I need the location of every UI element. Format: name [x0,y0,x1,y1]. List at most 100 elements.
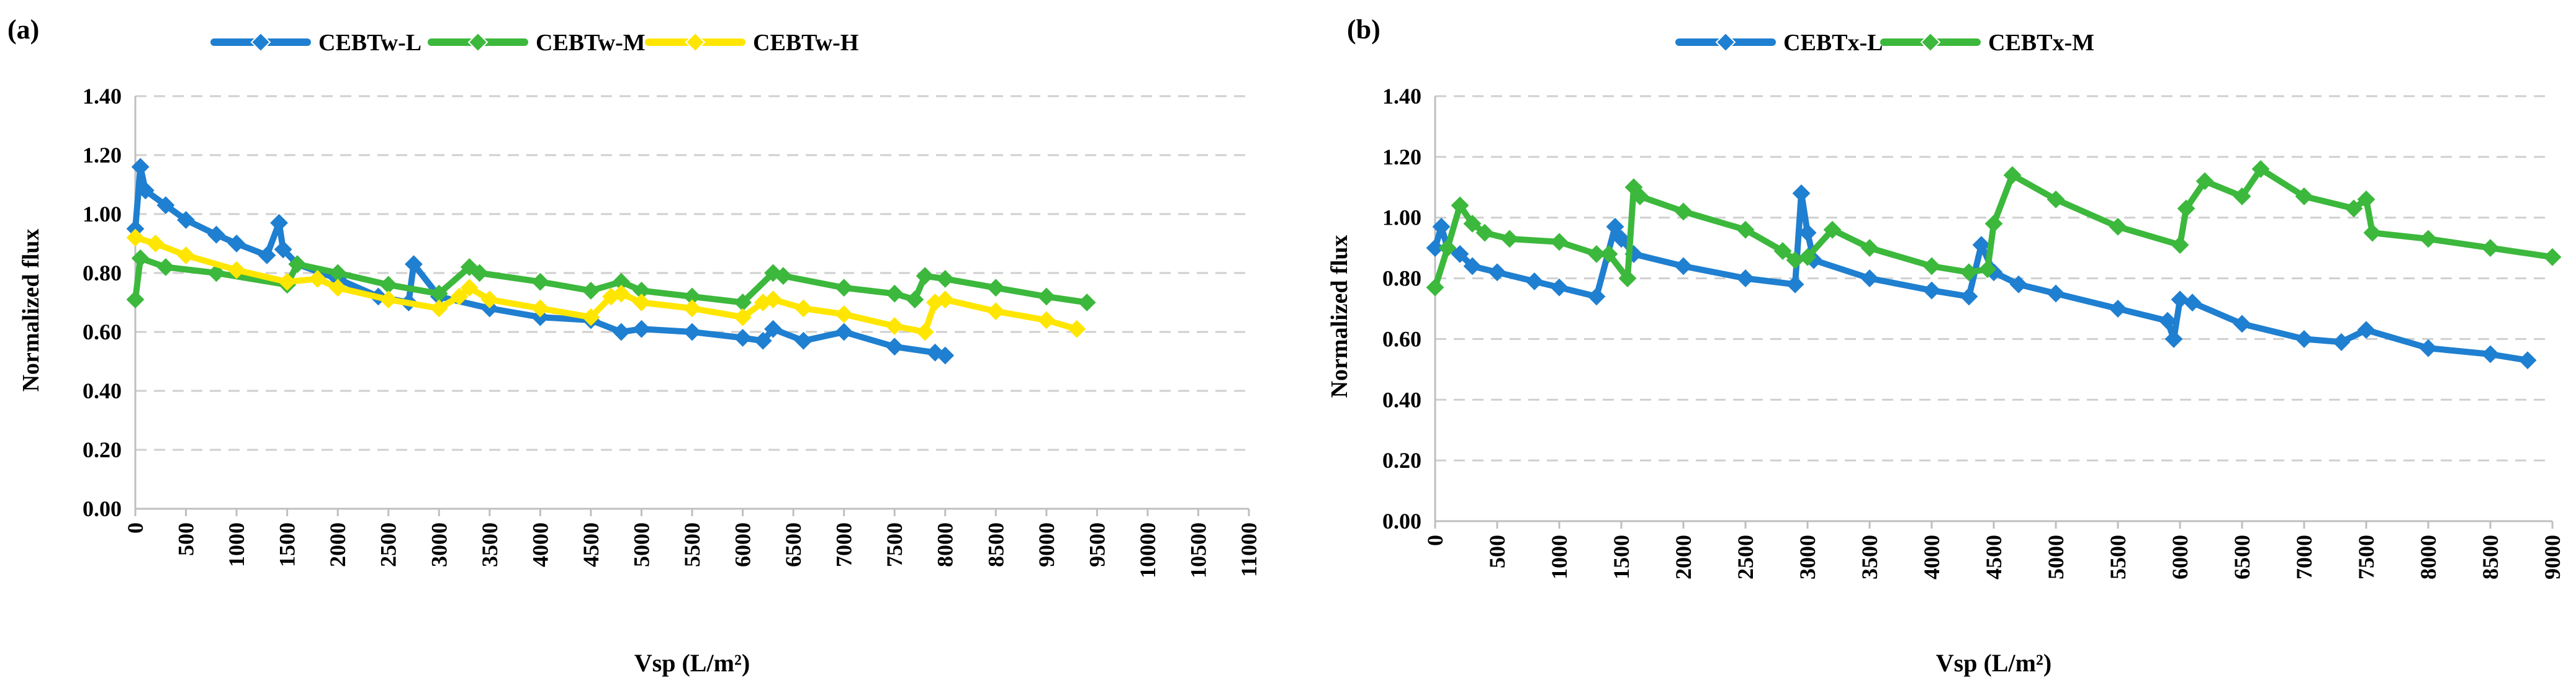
data-point-cebtw-m [835,279,853,297]
data-point-cebtw-l [926,343,944,362]
data-point-cebtw-h [531,299,549,318]
data-point-cebtw-m [906,290,924,309]
x-tick-label-a: 7500 [882,522,907,567]
legend-label-cebtx-m: CEBTx-M [1988,30,2094,56]
data-point-cebtx-m [1674,202,1693,221]
data-point-cebtw-h [734,308,752,326]
data-point-cebtw-l [885,338,904,356]
data-point-cebtw-m [916,267,934,285]
data-point-cebtw-h [430,299,448,318]
legend-item-cebtx-l: CEBTx-L [1675,30,1883,56]
data-point-cebtx-m [1798,248,1817,266]
legend-marker-cebtx-l [1715,32,1736,53]
data-point-cebtw-m [288,255,307,274]
data-point-cebtx-l [1972,236,1991,254]
data-point-cebtw-l [207,225,225,244]
data-point-cebtw-m [1037,287,1056,306]
x-tick-label-a: 2500 [376,522,401,567]
data-point-cebtw-h [885,317,904,335]
data-point-cebtw-h [278,272,297,291]
data-point-cebtx-m [1860,239,1879,257]
y-tick-label-b: 0.60 [1382,326,1421,351]
x-tick-label-a: 10000 [1135,522,1160,578]
data-point-cebtx-l [1488,263,1506,282]
x-tick-label-b: 1000 [1547,535,1572,579]
data-point-cebtw-h [460,279,479,297]
y-tick-label-b: 0.00 [1382,509,1421,534]
data-point-cebtw-l [258,246,276,264]
data-point-cebtx-m [1426,278,1444,297]
data-point-cebtx-l [1798,223,1817,242]
data-point-cebtx-m [1500,230,1519,248]
data-point-cebtx-m [1587,245,1606,263]
x-tick-label-b: 5000 [2043,535,2068,579]
data-point-cebtw-m [986,279,1005,297]
x-tick-label-a: 5000 [629,522,654,567]
y-tick-label-b: 1.40 [1382,84,1421,109]
data-point-cebtx-l [1736,269,1755,287]
data-point-cebtw-h [450,287,469,306]
data-point-cebtx-l [2419,339,2438,357]
chart-panel-b: (b) Normalized flux Vsp (L/m²) 0.00 0.20 0… [1326,14,2565,677]
legend-label-cebtw-m: CEBTw-M [536,30,646,56]
data-point-cebtx-l [2233,315,2251,333]
y-tick-label-a: 1.20 [83,143,122,168]
x-tick-label-a: 1000 [224,522,249,567]
data-point-cebtw-h [794,299,813,318]
x-tick-label-b: 6000 [2168,535,2192,579]
legend-item-cebtw-m: CEBTw-M [428,30,646,56]
legend-item-cebtw-l: CEBTw-L [210,30,421,56]
legend-marker-cebtw-m [467,32,489,53]
data-point-cebtw-h [177,246,195,264]
series-cebtw-h [126,228,1086,341]
data-point-cebtw-m [471,264,489,282]
y-tick-label-a: 0.80 [83,261,122,285]
data-point-cebtw-h [835,305,853,323]
data-point-cebtw-l [405,255,423,274]
data-point-cebtx-l [1426,239,1444,257]
y-tick-label-a: 0.60 [83,320,122,344]
y-tick-label-b: 0.20 [1382,448,1421,473]
data-point-cebtw-l [177,211,195,229]
data-point-cebtx-m [2295,187,2313,205]
x-axis-title-a: Vsp (L/m²) [634,649,750,677]
x-tick-label-a: 500 [174,522,199,556]
data-point-cebtx-l [1587,287,1606,306]
data-point-cebtx-l [2357,321,2376,339]
data-point-cebtw-h [936,290,955,309]
data-point-cebtx-m [2003,166,2022,184]
data-point-cebtx-l [1525,272,1544,290]
series-cebtx-m [1426,160,2562,297]
data-point-cebtw-h [328,279,347,297]
data-point-cebtx-l [1432,217,1451,236]
data-point-cebtx-m [1618,269,1637,287]
y-tick-label-a: 0.40 [83,378,122,403]
data-point-cebtw-h [1068,320,1086,338]
data-point-cebtw-m [156,258,175,276]
data-point-cebtx-m [2357,190,2376,208]
y-tick-label-a: 1.00 [83,202,122,226]
panel-label-b: (b) [1347,14,1380,45]
data-point-cebtx-m [1475,223,1494,242]
x-tick-label-a: 2000 [325,522,350,567]
data-point-cebtx-l [2164,330,2183,348]
x-tick-label-b: 6500 [2230,535,2254,579]
data-point-cebtw-m [885,284,904,303]
x-tick-label-a: 7000 [832,522,857,567]
data-point-cebtx-m [1631,187,1649,205]
data-point-cebtx-m [2195,172,2214,190]
data-point-cebtw-m [936,270,955,288]
data-point-cebtw-h [146,235,165,253]
legend-marker-cebtx-m [1920,32,1941,53]
data-point-cebtx-l [2518,351,2537,370]
data-point-cebtx-m [2419,230,2438,248]
data-point-cebtx-l [2183,293,2202,312]
data-point-cebtx-l [1786,275,1804,293]
data-point-cebtw-h [480,290,499,309]
x-tick-label-a: 9500 [1084,522,1109,567]
legend-item-cebtw-h: CEBTw-H [645,30,858,56]
data-point-cebtx-l [1612,230,1631,248]
data-point-cebtx-m [1773,242,1792,260]
data-point-cebtx-l [1792,184,1811,202]
x-tick-label-a: 3500 [477,522,502,567]
